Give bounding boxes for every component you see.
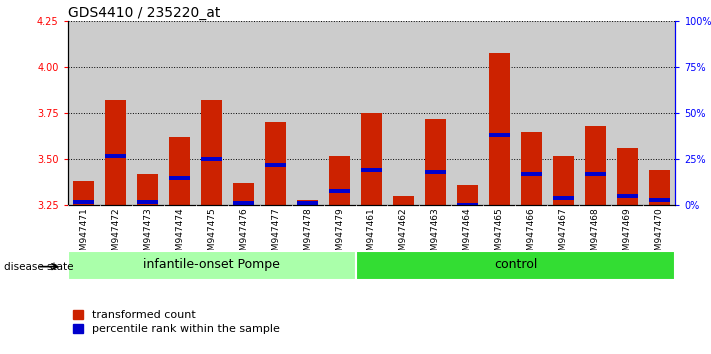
Text: GSM947472: GSM947472: [111, 207, 120, 262]
Bar: [297, 201, 318, 206]
Bar: [73, 200, 94, 204]
Bar: [105, 154, 126, 158]
Bar: [329, 189, 350, 193]
Text: GSM947475: GSM947475: [207, 207, 216, 262]
Text: GSM947469: GSM947469: [623, 207, 632, 262]
Text: GSM947470: GSM947470: [655, 207, 664, 262]
Bar: [265, 163, 286, 167]
Text: GSM947473: GSM947473: [143, 207, 152, 262]
Bar: [233, 183, 254, 205]
Bar: [419, 21, 451, 205]
Bar: [553, 156, 574, 205]
Text: disease state: disease state: [4, 262, 73, 272]
Bar: [68, 21, 100, 205]
Text: GSM947474: GSM947474: [175, 207, 184, 262]
Bar: [649, 198, 670, 202]
Bar: [356, 251, 675, 280]
Bar: [579, 21, 611, 205]
Bar: [425, 170, 446, 174]
Text: GSM947466: GSM947466: [527, 207, 536, 262]
Bar: [324, 21, 356, 205]
Bar: [489, 52, 510, 205]
Bar: [547, 21, 579, 205]
Text: GSM947468: GSM947468: [591, 207, 600, 262]
Text: GSM947478: GSM947478: [303, 207, 312, 262]
Bar: [233, 201, 254, 206]
Bar: [387, 21, 419, 205]
Text: GSM947477: GSM947477: [271, 207, 280, 262]
Bar: [451, 21, 483, 205]
Bar: [73, 181, 94, 205]
Bar: [515, 21, 547, 205]
Bar: [100, 21, 132, 205]
Bar: [483, 21, 515, 205]
Bar: [201, 157, 222, 161]
Text: GDS4410 / 235220_at: GDS4410 / 235220_at: [68, 6, 220, 20]
Text: GSM947461: GSM947461: [367, 207, 376, 262]
Bar: [169, 137, 190, 205]
Bar: [169, 176, 190, 180]
Bar: [521, 132, 542, 205]
Bar: [356, 21, 387, 205]
Bar: [585, 126, 606, 205]
Text: GSM947471: GSM947471: [79, 207, 88, 262]
Bar: [617, 194, 638, 198]
Text: control: control: [493, 258, 538, 272]
Bar: [393, 196, 414, 205]
Bar: [201, 101, 222, 205]
Bar: [617, 148, 638, 205]
Bar: [228, 21, 260, 205]
Bar: [585, 172, 606, 176]
Bar: [68, 251, 356, 280]
Bar: [457, 203, 478, 207]
Text: GSM947464: GSM947464: [463, 207, 472, 262]
Bar: [137, 200, 158, 204]
Legend: transformed count, percentile rank within the sample: transformed count, percentile rank withi…: [73, 310, 280, 334]
Text: infantile-onset Pompe: infantile-onset Pompe: [143, 258, 280, 272]
Text: GSM947467: GSM947467: [559, 207, 568, 262]
Bar: [265, 122, 286, 205]
Bar: [553, 196, 574, 200]
Bar: [132, 21, 164, 205]
Bar: [425, 119, 446, 205]
Text: GSM947462: GSM947462: [399, 207, 408, 262]
Text: GSM947463: GSM947463: [431, 207, 440, 262]
Bar: [105, 101, 126, 205]
Bar: [361, 168, 382, 172]
Text: GSM947479: GSM947479: [335, 207, 344, 262]
Bar: [489, 133, 510, 137]
Bar: [643, 21, 675, 205]
Bar: [329, 156, 350, 205]
Bar: [297, 200, 318, 205]
Bar: [393, 205, 414, 209]
Bar: [137, 174, 158, 205]
Bar: [164, 21, 196, 205]
Text: GSM947465: GSM947465: [495, 207, 504, 262]
Bar: [649, 170, 670, 205]
Bar: [260, 21, 292, 205]
Bar: [196, 21, 228, 205]
Bar: [521, 172, 542, 176]
Bar: [611, 21, 643, 205]
Bar: [457, 185, 478, 205]
Bar: [361, 113, 382, 205]
Text: GSM947476: GSM947476: [239, 207, 248, 262]
Bar: [292, 21, 324, 205]
